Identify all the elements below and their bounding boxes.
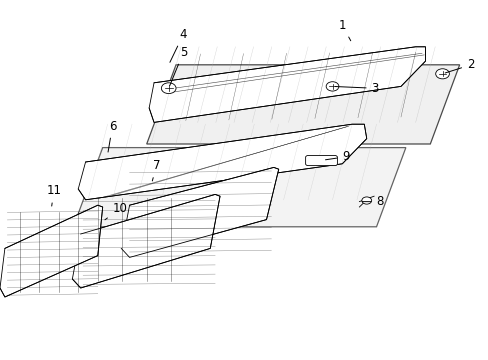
Text: 9: 9	[325, 150, 349, 163]
Polygon shape	[0, 205, 102, 297]
Circle shape	[361, 197, 371, 204]
Text: 8: 8	[362, 195, 383, 208]
Text: 4: 4	[169, 28, 187, 62]
Text: 11: 11	[46, 184, 61, 206]
Circle shape	[325, 82, 338, 91]
Polygon shape	[78, 124, 366, 200]
Text: 6: 6	[108, 120, 116, 152]
Polygon shape	[73, 148, 405, 227]
Text: 7: 7	[152, 159, 160, 181]
Text: 10: 10	[105, 202, 127, 220]
Polygon shape	[146, 65, 459, 144]
Text: 5: 5	[169, 46, 187, 86]
Polygon shape	[121, 167, 278, 257]
Polygon shape	[149, 47, 425, 122]
Circle shape	[161, 83, 176, 94]
Text: 3: 3	[335, 82, 378, 95]
Circle shape	[435, 69, 448, 79]
Polygon shape	[72, 194, 220, 288]
Text: 2: 2	[444, 58, 473, 73]
Text: 1: 1	[338, 19, 350, 41]
FancyBboxPatch shape	[305, 156, 337, 166]
